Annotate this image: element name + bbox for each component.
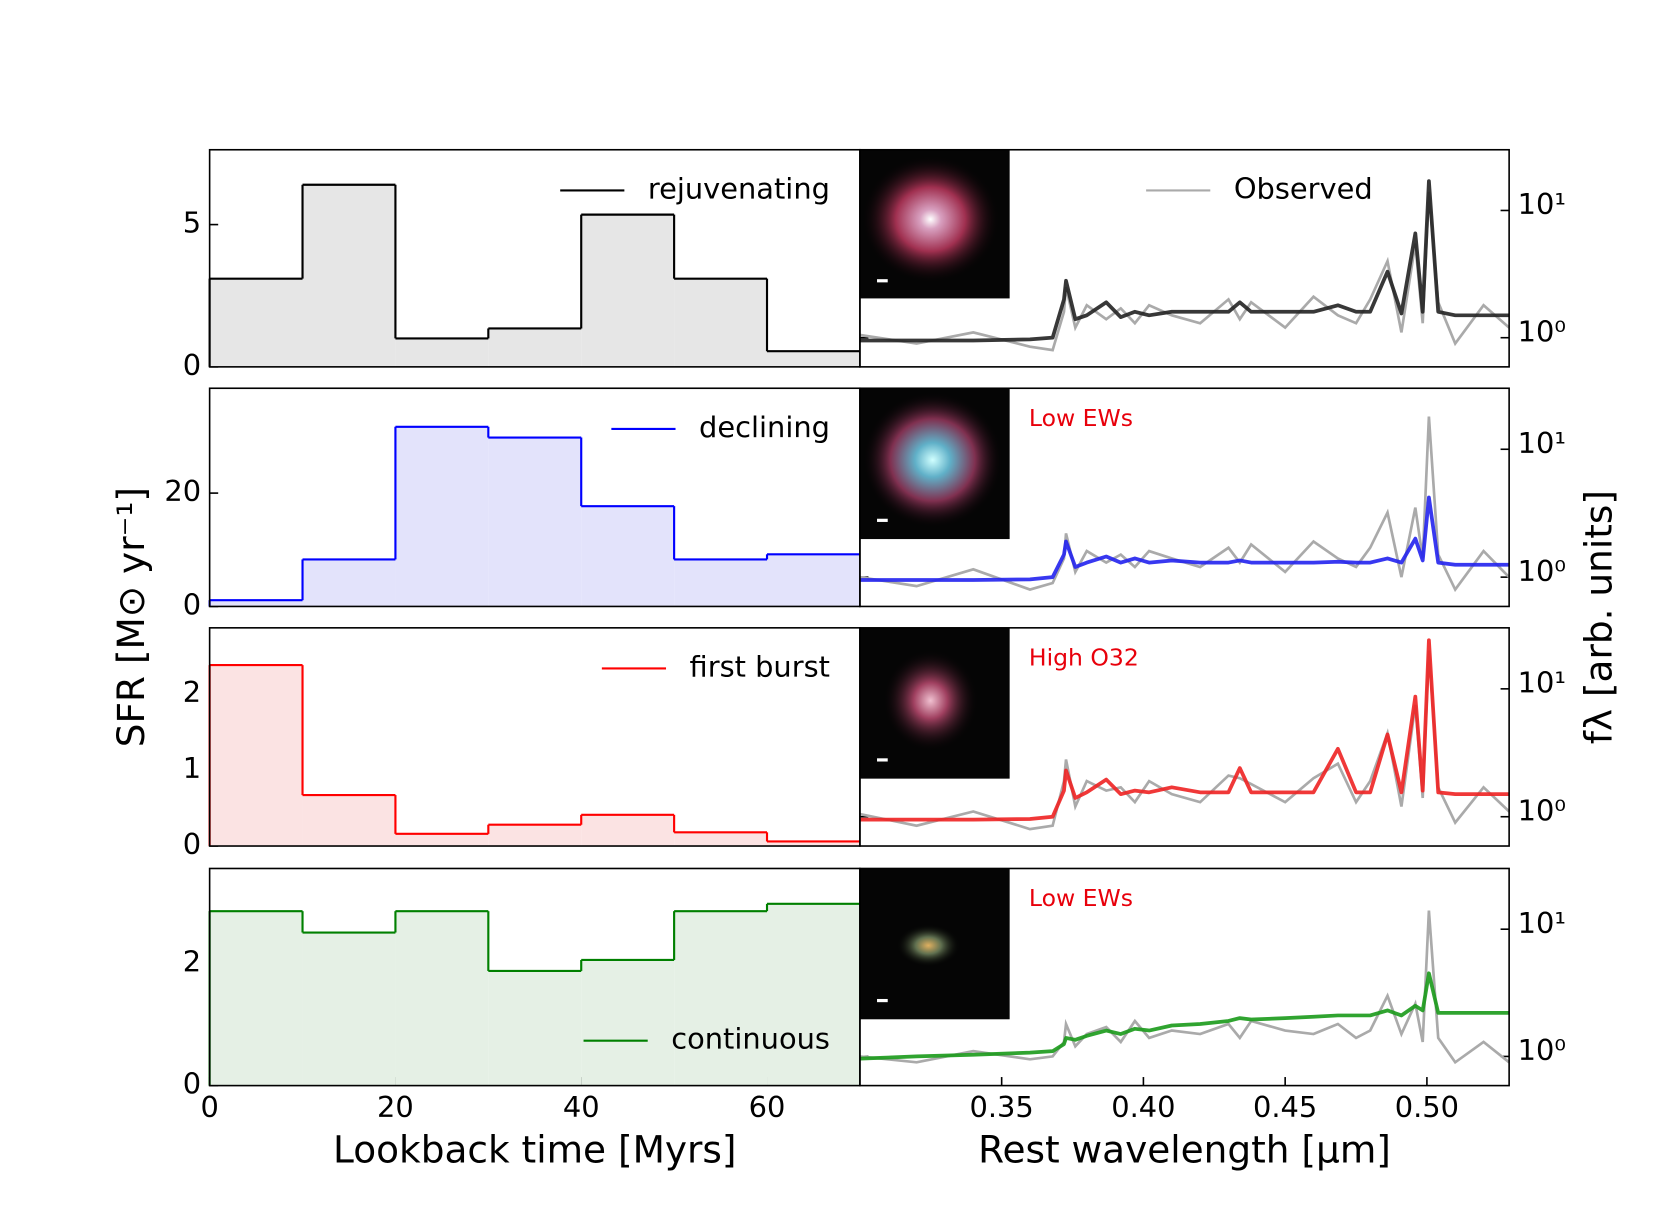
bar-fill [767,903,860,1086]
bar-fill [767,841,860,847]
y-tick-label: 10¹ [1518,906,1566,940]
bar-fill [395,338,489,367]
scale-bar [877,758,888,762]
x-tick-label: 0 [200,1090,218,1124]
x-tick-label: 20 [377,1090,414,1124]
bar-fill [674,832,768,847]
x-tick-label: 0.35 [970,1090,1034,1124]
panel: 10⁰ 10¹ Observed [859,171,1566,352]
bar-fill [302,559,396,607]
model-spectrum [859,179,1510,343]
thumbnails [859,149,1010,1020]
bar-fill [209,600,303,607]
legend-label: first burst [690,649,830,683]
y-tick-label: 2 [183,945,201,979]
annotation: Low EWs [1029,884,1133,912]
y-tick-label: 5 [183,206,201,240]
model-spectrum [859,638,1510,822]
galaxy-glow [896,924,961,967]
panel: 0 1 2 first burst [183,649,860,861]
bar-fill [302,932,396,1086]
bar-fill [488,328,582,367]
y-tick-label: 0 [183,827,201,861]
galaxy-glow [862,391,1004,529]
panel: 0 5 rejuvenating [183,171,860,382]
model-spectrum [859,971,1510,1061]
galaxy-glow [882,649,979,752]
x-tick-label: 0.40 [1111,1090,1175,1124]
x-axis-label: Lookback time [Myrs] [333,1127,736,1171]
bar-fill [209,278,303,367]
bar-fill [209,665,303,847]
bar-fill [209,911,303,1086]
panel-frame [859,148,1510,368]
panel: 10⁰ 10¹ 0.35 0.40 0.45 0.50 Low EWs [859,884,1566,1124]
scale-bar [877,279,888,283]
x-tick-label: 60 [749,1090,786,1124]
annotation: Low EWs [1029,404,1133,432]
panel: 0 20 declining [164,410,860,621]
panel-frame [859,387,1510,608]
y-tick-label: 0 [183,587,201,621]
model-spectrum [859,495,1510,582]
y-tick-label: 10¹ [1518,187,1566,221]
bar-fill [395,911,489,1086]
bar-fill [581,959,675,1086]
x-tick-label: 0.45 [1253,1090,1317,1124]
y-tick-label: 10⁰ [1518,314,1566,348]
legend-label: continuous [671,1022,830,1056]
bar-fill [395,833,489,847]
bar-fill [488,824,582,847]
y-tick-label: 1 [183,751,201,785]
y-tick-label: 2 [183,675,201,709]
scale-bar [877,998,888,1003]
bar-fill [488,437,582,607]
scale-bar [877,518,888,522]
x-axis-label: Rest wavelength [μm] [978,1127,1391,1171]
y-tick-label: 10⁰ [1518,1033,1566,1067]
y-tick-label: 0 [183,348,201,382]
y-tick-label: 10⁰ [1518,554,1566,588]
y-axis-label: SFR [M⊙ yr⁻¹] [109,487,153,747]
legend-label: rejuvenating [648,171,830,205]
panel: 10⁰ 10¹ High O32 [859,638,1566,831]
bar-fill [581,506,675,607]
annotation: High O32 [1029,643,1139,671]
bar-fill [767,351,860,367]
galaxy-glow [860,155,1001,284]
bar-fill [581,814,675,847]
x-tick-label: 0.50 [1395,1090,1459,1124]
bar-fill [302,795,396,847]
bar-fill [395,426,489,607]
y-tick-label: 0 [183,1067,201,1101]
bar-fill [581,214,675,367]
bar-fill [767,554,860,607]
y-axis-label: fλ [arb. units] [1577,490,1621,744]
panel: 10⁰ 10¹ Low EWs [859,404,1566,593]
y-tick-label: 10⁰ [1518,793,1566,827]
legend-label: Observed [1234,171,1373,205]
bar-fill [674,911,768,1086]
legend-label: declining [699,410,830,444]
bar-fill [488,970,582,1086]
panel-frame [859,627,1510,847]
panel-frame [859,867,1510,1087]
y-tick-label: 10¹ [1518,426,1566,460]
y-tick-label: 10¹ [1518,666,1566,700]
bar-fill [674,278,768,367]
x-tick-label: 40 [563,1090,600,1124]
y-tick-label: 20 [164,474,201,508]
bar-fill [674,559,768,607]
bar-fill [302,184,396,367]
